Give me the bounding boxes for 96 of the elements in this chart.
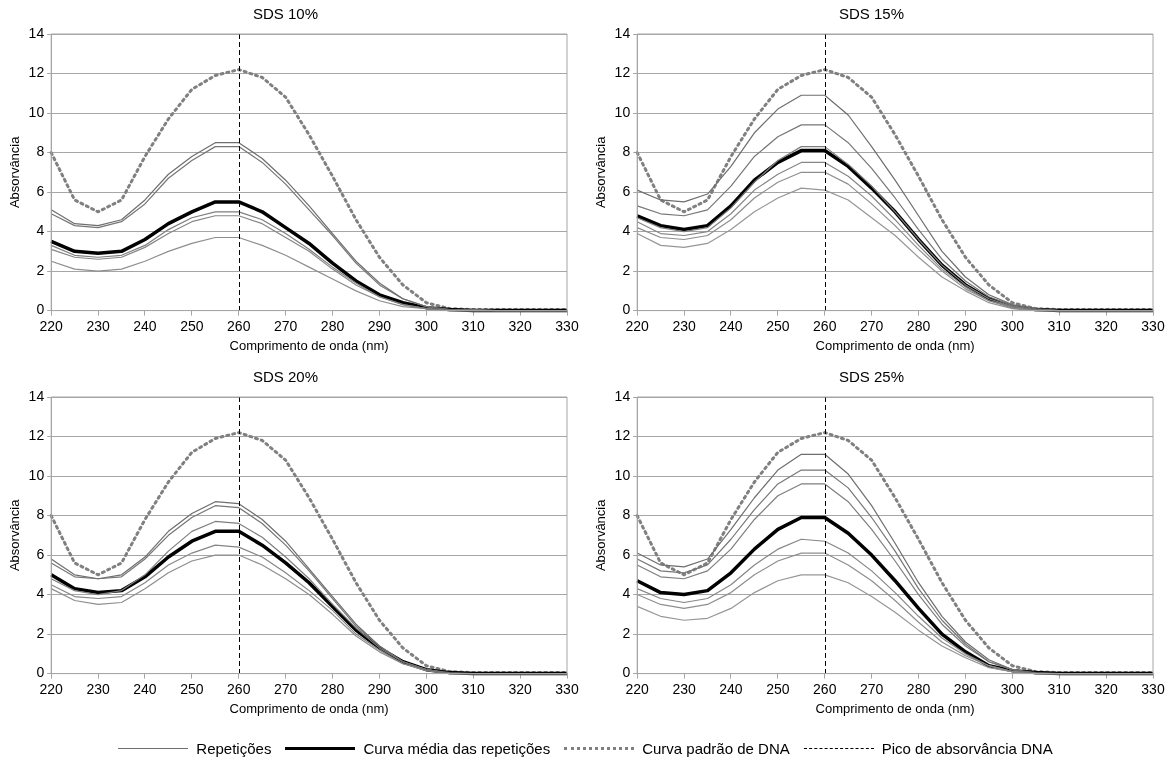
x-axis-title: Comprimento de onda (nm) [229,337,389,353]
y-tick-label: 12 [28,427,45,444]
y-tick-label: 4 [36,585,45,602]
y-tick-label: 0 [622,664,631,681]
x-tick-label: 250 [766,317,790,334]
x-tick-label: 290 [953,680,978,697]
x-tick-label: 250 [766,680,790,697]
legend-label: Curva padrão de DNA [642,739,790,757]
x-tick-label: 270 [273,317,298,334]
y-tick-label: 10 [28,103,45,120]
x-axis-title: Comprimento de onda (nm) [815,700,975,716]
x-tick-label: 240 [719,317,743,334]
legend-label: Repetições [196,739,272,757]
y-tick-label: 10 [614,466,631,483]
x-tick-label: 330 [1141,317,1165,334]
x-tick-label: 300 [1000,680,1025,697]
x-tick-label: 280 [320,680,345,697]
x-tick-label: 270 [273,680,298,697]
x-tick-label: 320 [508,317,532,334]
chart-title: SDS 10% [252,5,319,23]
x-tick-label: 320 [1094,317,1118,334]
legend-label: Curva média das repetições [363,739,551,757]
x-tick-label: 220 [39,317,64,334]
x-tick-label: 230 [672,680,696,697]
y-tick-label: 0 [36,301,45,318]
y-tick-label: 10 [28,466,45,483]
y-tick-label: 4 [622,222,631,239]
y-tick-label: 10 [614,103,631,120]
x-tick-label: 310 [1047,680,1072,697]
y-tick-label: 6 [36,545,45,562]
x-axis-title: Comprimento de onda (nm) [229,700,389,716]
x-tick-label: 290 [367,317,392,334]
x-tick-label: 310 [1047,317,1072,334]
y-tick-label: 2 [622,624,631,641]
x-tick-label: 260 [813,317,837,334]
x-tick-label: 260 [227,680,251,697]
x-tick-label: 320 [1094,680,1118,697]
y-tick-label: 4 [622,585,631,602]
x-tick-label: 240 [133,317,157,334]
y-axis-title: Absorvância [7,498,23,572]
x-tick-label: 240 [719,680,743,697]
y-tick-label: 6 [622,182,631,199]
x-tick-label: 260 [813,680,837,697]
x-tick-label: 240 [133,680,157,697]
chart-title: SDS 20% [252,368,319,386]
y-tick-label: 8 [36,506,45,523]
x-tick-label: 250 [180,317,204,334]
y-tick-label: 14 [28,387,45,404]
x-tick-label: 280 [906,680,931,697]
y-axis-title: Absorvância [593,135,609,209]
x-tick-label: 320 [508,680,532,697]
x-tick-label: 300 [414,317,439,334]
y-tick-label: 12 [614,427,631,444]
y-tick-label: 6 [36,182,45,199]
x-tick-label: 290 [367,680,392,697]
x-tick-label: 220 [625,317,650,334]
y-tick-label: 6 [622,545,631,562]
y-tick-label: 14 [614,387,631,404]
x-tick-label: 300 [1000,317,1025,334]
y-tick-label: 14 [614,24,631,41]
y-tick-label: 2 [36,261,45,278]
y-axis-title: Absorvância [593,498,609,572]
y-tick-label: 14 [28,24,45,41]
legend-label: Pico de absorvância DNA [881,739,1053,757]
x-tick-label: 230 [672,317,696,334]
x-tick-label: 220 [625,680,650,697]
x-tick-label: 220 [39,680,64,697]
x-tick-label: 330 [555,680,579,697]
y-tick-label: 8 [36,143,45,160]
y-tick-label: 0 [36,664,45,681]
x-axis-title: Comprimento de onda (nm) [815,337,975,353]
x-tick-label: 300 [414,680,439,697]
y-tick-label: 8 [622,143,631,160]
y-tick-label: 12 [614,64,631,81]
x-tick-label: 270 [859,680,884,697]
x-tick-label: 310 [461,317,486,334]
y-tick-label: 0 [622,301,631,318]
x-tick-label: 260 [227,317,251,334]
x-tick-label: 230 [86,317,110,334]
y-tick-label: 2 [36,624,45,641]
x-tick-label: 330 [1141,680,1165,697]
y-tick-label: 12 [28,64,45,81]
y-tick-label: 4 [36,222,45,239]
x-tick-label: 280 [320,317,345,334]
y-tick-label: 2 [622,261,631,278]
x-tick-label: 280 [906,317,931,334]
x-tick-label: 270 [859,317,884,334]
x-tick-label: 230 [86,680,110,697]
chart-title: SDS 25% [838,368,905,386]
y-tick-label: 8 [622,506,631,523]
chart-title: SDS 15% [838,5,905,23]
x-tick-label: 290 [953,317,978,334]
x-tick-label: 250 [180,680,204,697]
y-axis-title: Absorvância [7,135,23,209]
x-tick-label: 310 [461,680,486,697]
x-tick-label: 330 [555,317,579,334]
